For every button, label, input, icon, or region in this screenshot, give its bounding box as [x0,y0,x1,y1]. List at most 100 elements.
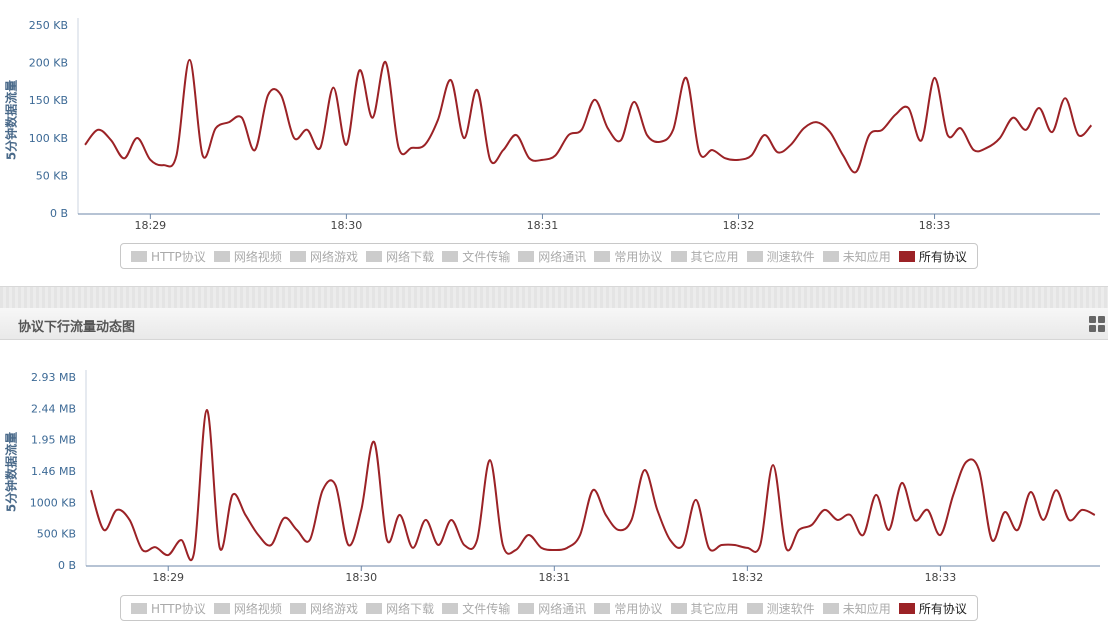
legend-swatch [442,250,459,262]
panel-header: 协议下行流量动态图 [0,308,1108,340]
legend-swatch [518,250,535,262]
y-tick-label: 2.44 MB [31,402,76,415]
legend-item[interactable]: 其它应用 [670,600,739,617]
y-tick-label: 150 KB [29,94,68,107]
legend-item[interactable]: 文件传输 [442,600,510,617]
x-tick-label: 18:30 [345,571,377,584]
x-tick-label: 18:29 [134,219,166,232]
x-tick-label: 18:32 [732,571,764,584]
legend-swatch [131,250,148,262]
legend-label: 其它应用 [690,601,739,616]
legend-swatch [289,250,306,262]
legend-label: 所有协议 [918,601,967,616]
legend-label: 网络视频 [233,601,282,616]
legend-label: HTTP协议 [151,601,206,616]
legend-item[interactable]: 网络通讯 [518,600,586,617]
chart: 5分钟数据流量 0 B 500 KB 1000 KB 1.46 MB 1.95 MB 2.4… [4,370,1100,584]
legend-swatch [594,602,611,614]
legend-item[interactable]: 网络视频 [213,600,282,617]
legend-swatch [594,250,611,262]
legend-swatch [366,602,383,614]
legend-label: HTTP协议 [151,249,206,264]
y-tick-label: 200 KB [29,57,68,70]
x-tick-label: 18:33 [919,219,951,232]
x-tick-label: 18:29 [152,571,184,584]
legend-item[interactable]: 网络通讯 [518,248,586,265]
y-tick-label: 500 KB [37,528,76,541]
x-tick-label: 18:33 [925,571,957,584]
legend-item[interactable]: 常用协议 [594,248,662,265]
legend-swatch [213,250,230,262]
legend-item[interactable]: 网络游戏 [289,248,358,265]
legend-swatch [213,602,230,614]
legend-swatch [898,250,915,262]
y-tick-label: 2.93 MB [31,371,76,384]
legend-swatch [746,602,763,614]
legend-item[interactable]: 常用协议 [594,600,662,617]
legend-swatch [746,250,763,262]
legend-item[interactable]: 文件传输 [442,248,510,265]
legend-item[interactable]: 测速软件 [746,248,815,265]
legend-item[interactable]: 所有协议 [898,248,967,265]
y-tick-label: 0 B [58,559,76,572]
legend-swatch [822,602,839,614]
panel-title: 协议下行流量动态图 [18,320,136,335]
y-tick-label: 250 KB [29,19,68,32]
legend-label: 文件传输 [462,601,511,616]
legend-label: 所有协议 [918,249,967,264]
x-tick-label: 18:31 [538,571,570,584]
legend-label: 网络通讯 [538,601,587,616]
legend-label: 未知应用 [842,601,891,616]
legend-label: 网络下载 [386,601,435,616]
legend-label: 常用协议 [614,601,663,616]
legend-label: 网络通讯 [538,249,587,264]
legend-label: 测速软件 [766,249,815,264]
legend-item[interactable]: 未知应用 [822,600,891,617]
legend-item[interactable]: 网络下载 [366,248,434,265]
legend-label: 文件传输 [462,249,511,264]
legend-label: 网络游戏 [309,601,358,616]
data-line [84,58,1093,174]
legend-label: 其它应用 [690,249,739,264]
legend-swatch [898,602,915,614]
legend-label: 网络视频 [233,249,282,264]
legend-swatch [670,250,687,262]
divider [0,286,1108,309]
legend-item[interactable]: 未知应用 [822,248,891,265]
chart-panel: 5分钟数据流量 0 B 50 KB 100 KB 150 KB 200 KB 250 KB 1… [0,0,1108,286]
legend-item[interactable]: 测速软件 [746,600,815,617]
legend-item[interactable]: HTTP协议 [131,600,206,617]
legend-item[interactable]: 网络下载 [366,600,434,617]
layout-icon[interactable] [1088,315,1106,333]
legend-swatch [289,602,306,614]
legend-item[interactable]: 网络视频 [213,248,282,265]
legend: HTTP协议 网络视频 网络游戏 网络下载 文件传输 网络通讯 常用协议 其它应用 测速软件 未知… [120,243,978,269]
y-tick-label: 100 KB [29,132,68,145]
y-tick-label: 1.95 MB [31,434,76,447]
y-tick-label: 0 B [50,207,68,220]
legend-label: 未知应用 [842,249,891,264]
y-tick-label: 50 KB [36,169,68,182]
data-line [90,408,1096,562]
legend-label: 测速软件 [766,601,815,616]
legend-label: 网络游戏 [309,249,358,264]
legend-swatch [822,250,839,262]
legend: HTTP协议 网络视频 网络游戏 网络下载 文件传输 网络通讯 常用协议 其它应用 测速软件 未知… [120,595,978,621]
legend-item[interactable]: 其它应用 [670,248,739,265]
x-tick-label: 18:32 [723,219,755,232]
legend-item[interactable]: HTTP协议 [131,248,206,265]
legend-swatch [442,602,459,614]
y-axis-title: 5分钟数据流量 [4,432,19,512]
legend-swatch [670,602,687,614]
legend-swatch [131,602,148,614]
y-axis-title: 5分钟数据流量 [4,80,19,160]
chart-panel: 5分钟数据流量 0 B 500 KB 1000 KB 1.46 MB 1.95 MB 2.4… [0,338,1108,628]
legend-label: 网络下载 [386,249,435,264]
legend-label: 常用协议 [614,249,663,264]
y-tick-label: 1.46 MB [31,465,76,478]
legend-item[interactable]: 所有协议 [898,600,967,617]
x-tick-label: 18:30 [331,219,363,232]
legend-item[interactable]: 网络游戏 [289,600,358,617]
y-tick-label: 1000 KB [30,496,76,509]
legend-swatch [518,602,535,614]
